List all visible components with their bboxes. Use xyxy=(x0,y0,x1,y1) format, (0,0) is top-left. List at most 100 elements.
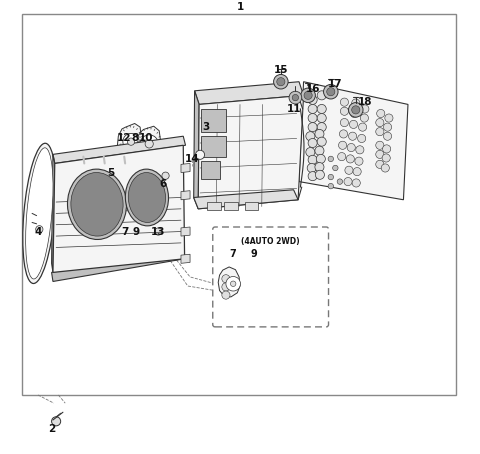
Circle shape xyxy=(308,155,317,164)
Circle shape xyxy=(315,170,324,179)
Circle shape xyxy=(333,165,338,171)
Circle shape xyxy=(306,148,315,157)
Circle shape xyxy=(353,168,361,176)
Circle shape xyxy=(350,109,359,118)
Polygon shape xyxy=(194,190,298,209)
Text: 11: 11 xyxy=(287,104,301,114)
Text: 4: 4 xyxy=(34,227,42,237)
Polygon shape xyxy=(194,82,303,104)
Circle shape xyxy=(382,154,390,162)
Text: 14: 14 xyxy=(185,154,200,164)
Circle shape xyxy=(127,138,135,145)
Circle shape xyxy=(308,123,317,132)
Circle shape xyxy=(356,146,364,154)
Circle shape xyxy=(376,141,384,149)
Circle shape xyxy=(274,74,288,89)
Polygon shape xyxy=(181,227,190,236)
Circle shape xyxy=(149,222,168,241)
Bar xyxy=(22,14,456,395)
Ellipse shape xyxy=(25,148,53,279)
Text: (4AUTO 2WD): (4AUTO 2WD) xyxy=(241,237,300,247)
Polygon shape xyxy=(218,267,240,297)
Text: 3: 3 xyxy=(203,122,210,132)
Circle shape xyxy=(222,283,230,291)
Circle shape xyxy=(344,178,352,186)
Circle shape xyxy=(195,150,204,159)
Circle shape xyxy=(301,88,315,103)
Circle shape xyxy=(315,129,324,138)
Circle shape xyxy=(308,138,317,148)
Circle shape xyxy=(376,128,384,136)
Circle shape xyxy=(377,109,385,118)
Bar xyxy=(224,202,238,210)
Circle shape xyxy=(339,130,348,138)
Circle shape xyxy=(340,98,348,106)
Circle shape xyxy=(340,107,348,115)
Circle shape xyxy=(348,103,363,117)
Ellipse shape xyxy=(128,173,166,222)
Text: 10: 10 xyxy=(138,133,153,143)
Circle shape xyxy=(308,95,317,104)
Circle shape xyxy=(144,238,154,247)
Text: 13: 13 xyxy=(151,227,166,237)
Circle shape xyxy=(156,166,176,186)
Polygon shape xyxy=(181,254,190,263)
Polygon shape xyxy=(194,91,199,209)
Bar xyxy=(202,161,219,179)
Text: 8: 8 xyxy=(131,133,138,143)
Circle shape xyxy=(327,88,335,96)
Text: 5: 5 xyxy=(107,168,114,178)
Polygon shape xyxy=(51,250,185,281)
Circle shape xyxy=(359,123,367,131)
Circle shape xyxy=(315,163,324,172)
Text: 17: 17 xyxy=(328,79,343,89)
Circle shape xyxy=(289,91,302,104)
Polygon shape xyxy=(142,210,168,252)
Text: 2: 2 xyxy=(48,424,55,434)
Circle shape xyxy=(383,145,391,153)
Circle shape xyxy=(376,160,384,168)
Circle shape xyxy=(36,226,43,233)
Text: 1: 1 xyxy=(236,2,244,12)
Circle shape xyxy=(317,91,326,100)
Circle shape xyxy=(144,218,154,227)
Circle shape xyxy=(304,91,312,99)
Circle shape xyxy=(385,114,393,122)
Circle shape xyxy=(230,281,236,286)
Bar xyxy=(207,202,221,210)
Circle shape xyxy=(346,155,354,163)
Circle shape xyxy=(308,104,317,114)
Ellipse shape xyxy=(68,169,127,239)
Polygon shape xyxy=(299,82,408,200)
Polygon shape xyxy=(53,136,185,163)
Circle shape xyxy=(352,99,360,107)
Circle shape xyxy=(376,150,384,158)
Polygon shape xyxy=(51,154,55,272)
Circle shape xyxy=(155,228,162,235)
Circle shape xyxy=(328,183,334,189)
Circle shape xyxy=(277,78,285,86)
Text: 7: 7 xyxy=(230,249,237,259)
Circle shape xyxy=(162,172,169,179)
Text: 7: 7 xyxy=(121,227,129,237)
Text: 9: 9 xyxy=(250,249,257,259)
Circle shape xyxy=(360,114,369,122)
Circle shape xyxy=(347,143,355,152)
Circle shape xyxy=(324,84,338,99)
Circle shape xyxy=(384,123,392,131)
Circle shape xyxy=(340,118,348,127)
Text: 15: 15 xyxy=(274,65,288,75)
Ellipse shape xyxy=(71,173,123,236)
Circle shape xyxy=(140,135,158,153)
Circle shape xyxy=(308,114,317,123)
Text: 6: 6 xyxy=(159,179,167,189)
Text: 16: 16 xyxy=(305,84,320,94)
Circle shape xyxy=(317,114,326,123)
Ellipse shape xyxy=(125,169,168,226)
Text: 12: 12 xyxy=(117,133,131,143)
Circle shape xyxy=(345,166,353,174)
Circle shape xyxy=(316,154,325,163)
Circle shape xyxy=(144,228,154,237)
Circle shape xyxy=(317,123,326,132)
Polygon shape xyxy=(118,123,141,158)
